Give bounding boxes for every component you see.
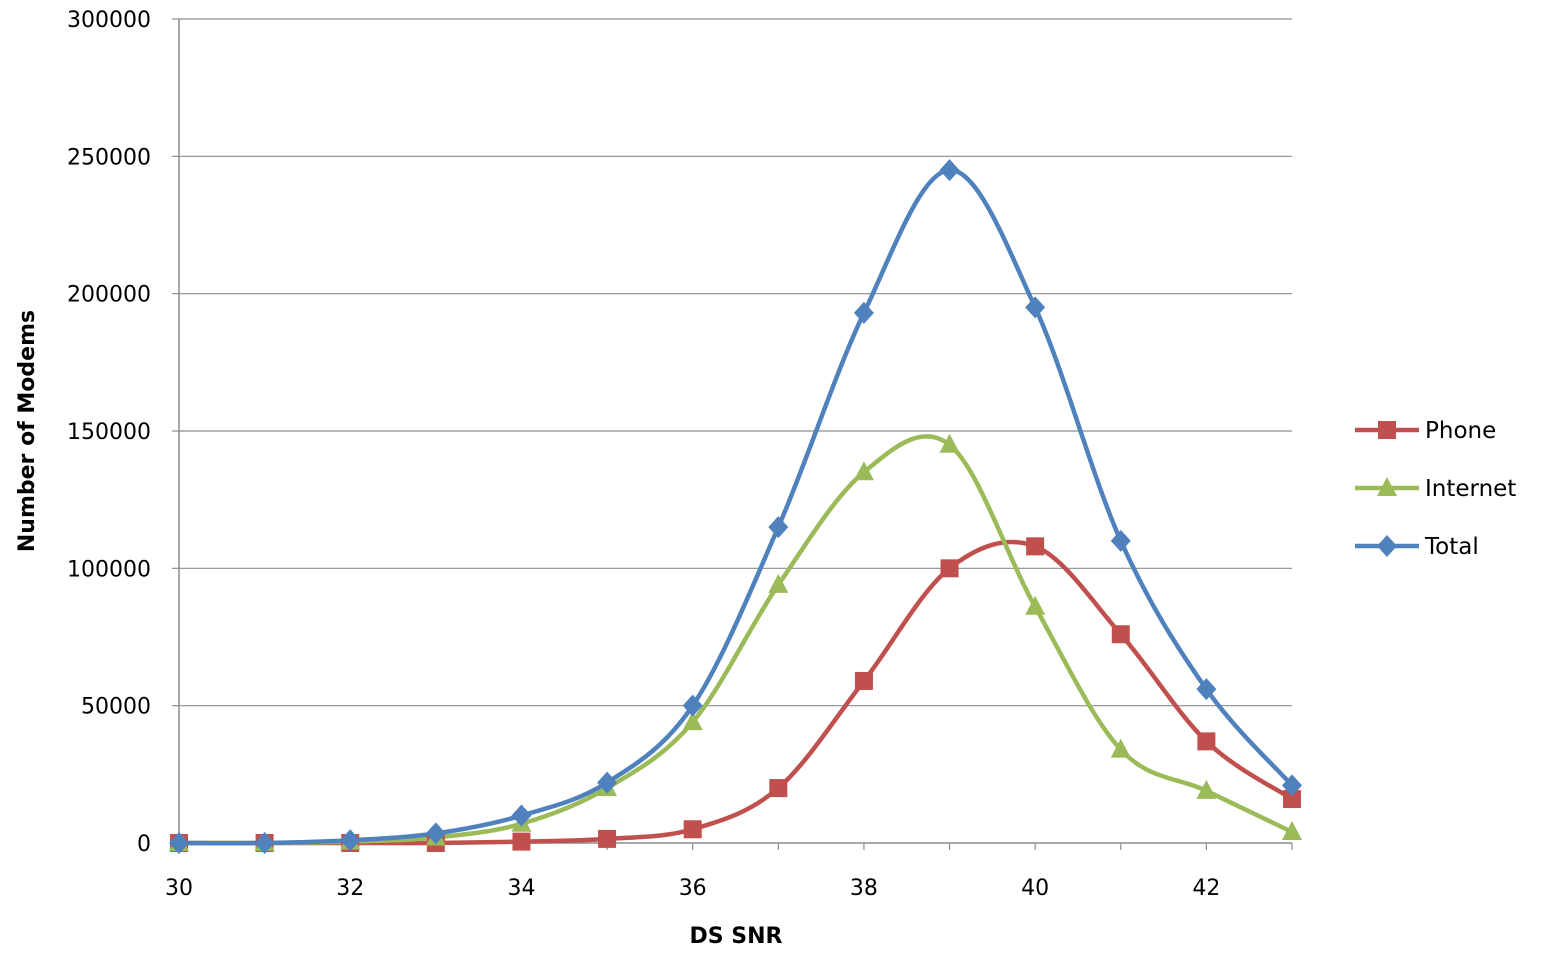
legend-label-total: Total xyxy=(1424,534,1479,560)
phone-data-point xyxy=(854,671,873,690)
total-data-point xyxy=(939,159,960,182)
internet-data-point xyxy=(1282,821,1302,841)
x-tick-label: 34 xyxy=(507,876,535,901)
x-tick-label: 38 xyxy=(850,876,878,901)
internet-data-point xyxy=(853,461,874,481)
legend-label-internet: Internet xyxy=(1425,476,1516,502)
total-data-point xyxy=(1196,678,1217,701)
internet-data-point xyxy=(1110,738,1131,758)
legend-marker-total xyxy=(1377,535,1397,557)
total-data-point xyxy=(853,301,874,324)
phone-data-point xyxy=(940,559,959,578)
total-series-line xyxy=(176,167,1295,846)
legend-item-internet: Internet xyxy=(1355,476,1516,502)
y-tick-label: 50000 xyxy=(81,695,151,720)
total-data-point xyxy=(1025,296,1046,319)
phone-data-point xyxy=(1283,790,1301,809)
x-axis-title: DS SNR xyxy=(690,924,783,949)
legend-label-phone: Phone xyxy=(1425,418,1496,444)
y-tick-label: 100000 xyxy=(67,557,151,582)
phone-data-point xyxy=(598,829,617,848)
y-axis-title: Number of Modems xyxy=(15,310,40,552)
internet-data-point xyxy=(939,433,960,453)
gridlines xyxy=(179,18,1292,707)
phone-series-line xyxy=(176,539,1295,846)
x-tick-label: 40 xyxy=(1021,876,1049,901)
total-data-point xyxy=(254,832,275,854)
phone-data-point xyxy=(769,779,788,798)
tick-labels: 0 50000 100000 150000 200000 250000 300000 30 32… xyxy=(67,8,1220,901)
y-tick-label: 250000 xyxy=(67,145,151,170)
y-tick-label: 300000 xyxy=(67,8,151,33)
series-lines xyxy=(176,167,1295,846)
legend-marker-phone xyxy=(1378,421,1396,439)
internet-data-point xyxy=(768,573,789,593)
axes xyxy=(172,18,1293,850)
total-data-point xyxy=(425,822,446,845)
legend-marker-internet xyxy=(1377,477,1397,496)
legend-item-total: Total xyxy=(1355,534,1479,560)
total-data-point xyxy=(768,516,789,539)
phone-data-point xyxy=(512,832,531,851)
phone-data-point xyxy=(1197,732,1216,751)
phone-data-point xyxy=(1111,625,1130,644)
total-data-point xyxy=(340,829,361,852)
internet-data-point xyxy=(1196,779,1217,799)
y-tick-label: 150000 xyxy=(67,420,151,445)
legend: Phone Internet Total xyxy=(1355,418,1516,560)
total-data-point xyxy=(511,804,532,827)
phone-data-point xyxy=(683,820,702,839)
y-tick-label: 0 xyxy=(137,832,151,857)
total-data-point xyxy=(682,694,703,717)
total-data-point xyxy=(169,832,189,854)
phone-data-point xyxy=(1026,537,1045,556)
total-data-point xyxy=(1282,774,1302,797)
x-tick-label: 42 xyxy=(1192,876,1220,901)
internet-data-point xyxy=(682,711,703,731)
legend-item-phone: Phone xyxy=(1355,418,1496,444)
x-tick-label: 36 xyxy=(679,876,707,901)
x-tick-label: 32 xyxy=(336,876,364,901)
series-markers xyxy=(169,159,1302,854)
total-data-point xyxy=(1110,529,1131,552)
y-tick-label: 200000 xyxy=(67,283,151,308)
total-data-point xyxy=(597,771,618,794)
x-tick-label: 30 xyxy=(165,876,193,901)
internet-data-point xyxy=(1025,595,1046,615)
